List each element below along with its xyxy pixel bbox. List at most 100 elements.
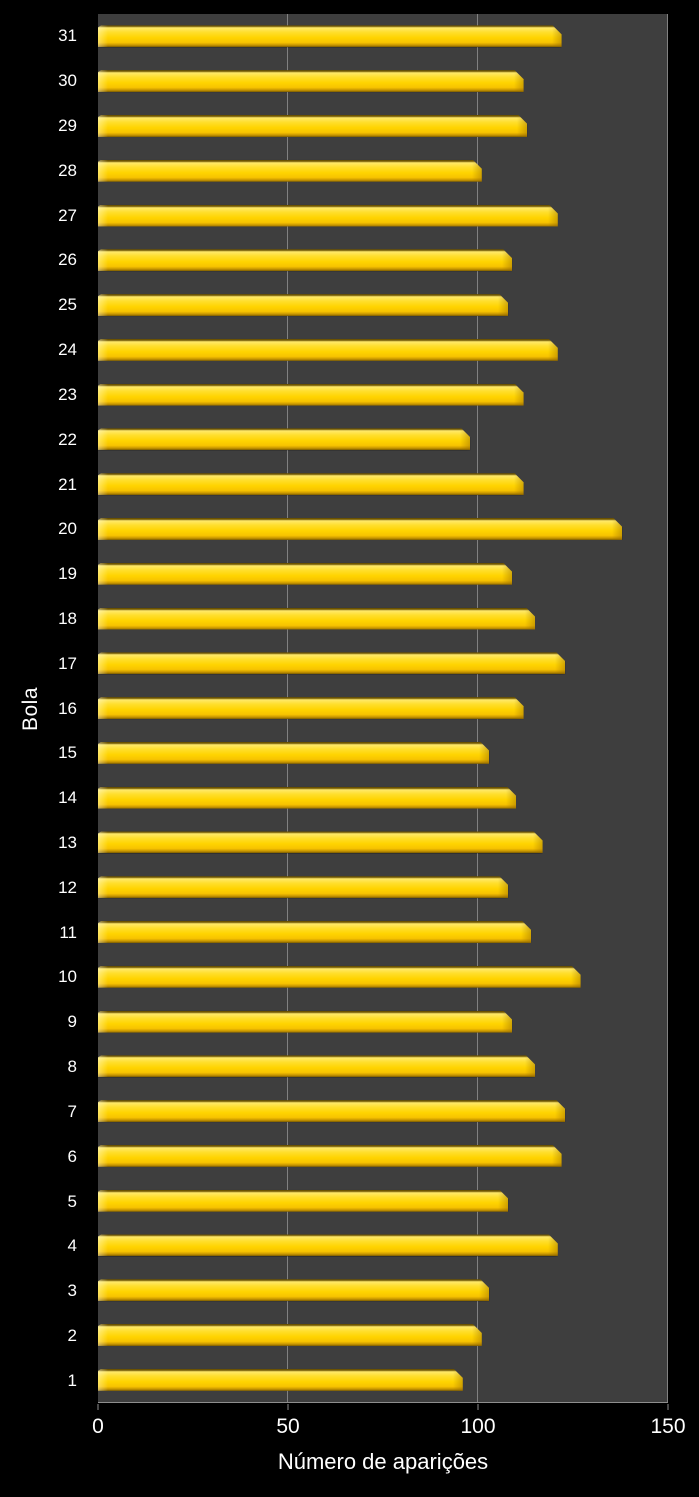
y-tick-label-1: 1 [67, 1370, 77, 1390]
bar-11 [98, 921, 531, 943]
bar-rows [98, 14, 668, 1402]
y-tick-label-2: 2 [67, 1325, 77, 1345]
bar-25 [98, 294, 508, 316]
bar-28 [98, 160, 482, 182]
y-tick-label-29: 29 [58, 116, 77, 136]
y-tick-label-13: 13 [58, 833, 77, 853]
y-tick-label-8: 8 [67, 1057, 77, 1077]
bar-3 [98, 1279, 489, 1301]
bar-row-31 [98, 14, 668, 59]
bar-9 [98, 1011, 512, 1033]
bar-20 [98, 518, 622, 540]
bar-row-9 [98, 999, 668, 1044]
bar-row-14 [98, 775, 668, 820]
bar-row-26 [98, 238, 668, 283]
y-tick-label-17: 17 [58, 653, 77, 673]
bar-30 [98, 70, 524, 92]
y-axis-labels: 31 30 29 28 27 26 25 24 23 22 21 20 19 18 17 16 15 14 13 12… [0, 14, 86, 1403]
x-tick-label-0: 0 [92, 1415, 104, 1438]
y-tick-label-22: 22 [58, 429, 77, 449]
bar-row-16 [98, 686, 668, 731]
y-tick-label-6: 6 [67, 1146, 77, 1166]
bar-16 [98, 697, 524, 719]
bar-row-29 [98, 104, 668, 149]
bar-row-6 [98, 1134, 668, 1179]
x-tick-label-100: 100 [460, 1415, 496, 1438]
bar-row-3 [98, 1268, 668, 1313]
bar-row-30 [98, 59, 668, 104]
gridline-150 [667, 14, 668, 1402]
bar-26 [98, 249, 512, 271]
y-tick-label-25: 25 [58, 295, 77, 315]
bar-22 [98, 428, 470, 450]
bar-29 [98, 115, 527, 137]
bar-row-23 [98, 372, 668, 417]
y-tick-label-20: 20 [58, 519, 77, 539]
y-tick-label-14: 14 [58, 788, 77, 808]
bar-row-27 [98, 193, 668, 238]
x-axis-tick-50 [287, 1404, 289, 1410]
bar-row-7 [98, 1089, 668, 1134]
bar-row-1 [98, 1357, 668, 1402]
bar-14 [98, 787, 516, 809]
bar-31 [98, 25, 562, 47]
plot-area [98, 14, 668, 1403]
bar-27 [98, 205, 558, 227]
bar-row-25 [98, 283, 668, 328]
y-tick-label-9: 9 [67, 1012, 77, 1032]
y-tick-label-24: 24 [58, 340, 77, 360]
bar-row-10 [98, 954, 668, 999]
x-axis: 0 50 100 150 [92, 1404, 686, 1450]
bar-24 [98, 339, 558, 361]
bar-5 [98, 1190, 508, 1212]
bar-row-24 [98, 327, 668, 372]
bar-1 [98, 1369, 463, 1391]
y-tick-label-26: 26 [58, 250, 77, 270]
y-tick-label-5: 5 [67, 1191, 77, 1211]
bar-21 [98, 473, 524, 495]
bar-18 [98, 608, 535, 630]
y-tick-label-15: 15 [58, 743, 77, 763]
y-tick-label-7: 7 [67, 1101, 77, 1121]
y-tick-label-18: 18 [58, 608, 77, 628]
bar-13 [98, 831, 543, 853]
x-axis-tick-150 [667, 1404, 669, 1410]
bar-row-5 [98, 1178, 668, 1223]
bar-19 [98, 563, 512, 585]
x-axis-tick-0 [97, 1404, 99, 1410]
bar-row-20 [98, 507, 668, 552]
bar-row-8 [98, 1044, 668, 1089]
x-axis-title: Número de aparições [277, 1449, 489, 1474]
bar-row-4 [98, 1223, 668, 1268]
y-tick-label-31: 31 [58, 26, 77, 46]
bar-row-17 [98, 641, 668, 686]
bar-8 [98, 1055, 535, 1077]
x-tick-label-50: 50 [276, 1415, 300, 1438]
bar-row-15 [98, 731, 668, 776]
y-tick-label-11: 11 [59, 922, 77, 942]
bar-15 [98, 742, 489, 764]
bar-row-12 [98, 865, 668, 910]
bar-2 [98, 1324, 482, 1346]
y-tick-label-27: 27 [58, 205, 77, 225]
y-tick-label-21: 21 [58, 474, 77, 494]
bar-row-21 [98, 462, 668, 507]
y-tick-label-19: 19 [58, 564, 77, 584]
bar-row-13 [98, 820, 668, 865]
y-tick-label-23: 23 [58, 384, 77, 404]
x-axis-tick-100 [477, 1404, 479, 1410]
y-tick-label-12: 12 [58, 877, 77, 897]
bar-12 [98, 876, 508, 898]
bar-7 [98, 1100, 565, 1122]
y-tick-label-28: 28 [58, 160, 77, 180]
bar-row-2 [98, 1313, 668, 1358]
bar-row-28 [98, 148, 668, 193]
bar-23 [98, 384, 524, 406]
bar-row-18 [98, 596, 668, 641]
bar-row-11 [98, 910, 668, 955]
bar-row-22 [98, 417, 668, 462]
y-tick-label-10: 10 [58, 967, 77, 987]
y-tick-label-16: 16 [58, 698, 77, 718]
bar-6 [98, 1145, 562, 1167]
